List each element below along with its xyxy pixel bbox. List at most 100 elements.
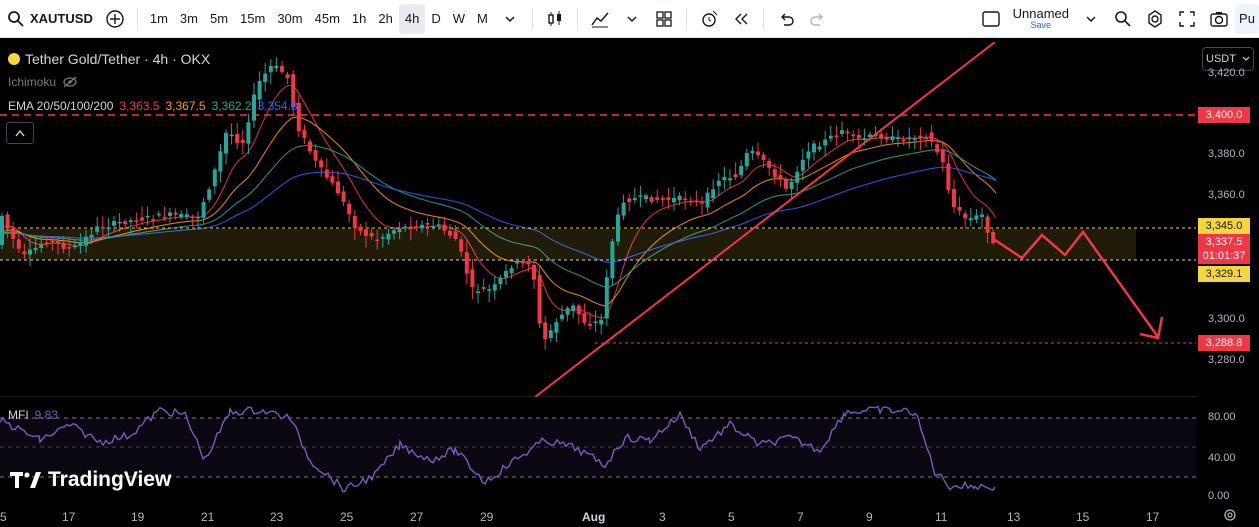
candle-body (352, 215, 357, 229)
candle-body (296, 102, 301, 132)
candle-body (436, 224, 441, 226)
interval-1m[interactable]: 1m (149, 11, 168, 26)
projection-path[interactable] (994, 229, 1160, 338)
price-tick: 3,360.0 (1208, 189, 1245, 201)
interval-1h[interactable]: 1h (351, 11, 367, 26)
time-tick: 21 (201, 510, 215, 524)
interval-dropdown[interactable] (494, 4, 526, 34)
mfi-pane[interactable] (0, 398, 1196, 506)
interval-15m[interactable]: 15m (240, 11, 266, 26)
candle-body (616, 214, 620, 242)
mfi-tick: 40.00 (1208, 452, 1236, 464)
candle-body (201, 202, 206, 218)
candle-body (974, 215, 979, 220)
candle-body (532, 264, 536, 280)
settings-button[interactable] (1139, 4, 1171, 34)
candle-body (890, 136, 895, 141)
interval-W[interactable]: W (452, 11, 465, 26)
interval-30m[interactable]: 30m (277, 11, 303, 26)
candle-body (134, 220, 139, 222)
interval-45m[interactable]: 45m (314, 11, 340, 26)
compare-button[interactable] (99, 4, 131, 34)
candle-body (868, 134, 872, 138)
ema-legend[interactable]: EMA 20/50/100/200 3,363.5 3,367.5 3,362.… (8, 99, 298, 113)
time-tick: 29 (480, 510, 494, 524)
ichimoku-legend[interactable]: Ichimoku (8, 75, 78, 89)
trendline[interactable] (534, 42, 996, 397)
candle-body (470, 269, 475, 288)
chart-settings-gear[interactable] (1223, 508, 1237, 525)
redo-button[interactable] (802, 4, 834, 34)
candle-body (397, 229, 402, 232)
snapshot-button[interactable] (1203, 4, 1235, 34)
interval-5m[interactable]: 5m (209, 11, 229, 26)
tradingview-logo: TradingView (10, 468, 171, 492)
candle-body (610, 241, 615, 279)
candle-body (543, 322, 548, 340)
currency-selector[interactable]: USDT (1202, 47, 1254, 71)
alert-button[interactable] (693, 4, 725, 34)
quick-search-button[interactable] (1107, 4, 1139, 34)
candle-body (739, 165, 744, 176)
time-tick: 9 (866, 510, 873, 524)
time-tick: 3 (659, 510, 666, 524)
candle-body (196, 216, 200, 219)
grid-icon (656, 10, 672, 27)
mfi-value: 9.83 (34, 408, 59, 422)
symbol-search[interactable]: XAUTUSD (0, 4, 99, 34)
layout-name[interactable]: Unnamed Save (1007, 4, 1075, 34)
chart-type-button[interactable] (539, 4, 571, 34)
save-link[interactable]: Save (1030, 19, 1052, 30)
interval-M[interactable]: M (477, 11, 488, 26)
interval-3m[interactable]: 3m (179, 11, 198, 26)
projection-arrow-head[interactable] (1139, 316, 1164, 340)
candle-body (179, 213, 184, 218)
candle-body (112, 221, 116, 226)
candle-body (901, 139, 906, 142)
undo-button[interactable] (770, 4, 802, 34)
support-zone[interactable] (0, 229, 1136, 260)
price-tick: 3,420.0 (1208, 67, 1245, 79)
layout-dropdown[interactable] (1075, 4, 1107, 34)
candle-body (84, 236, 88, 246)
candle-body (744, 153, 749, 167)
publish-button[interactable]: Pu (1235, 3, 1259, 34)
time-axis[interactable]: 5 17 19 21 23 25 27 29 Aug 3 5 7 9 11 13 15 17 (0, 506, 1196, 527)
candle-body (252, 94, 256, 121)
candle-body (128, 220, 133, 223)
candle-body (912, 138, 917, 140)
indicators-dropdown[interactable] (616, 4, 648, 34)
candle-body (184, 214, 189, 217)
interval-D[interactable]: D (431, 11, 441, 26)
candle-body (840, 130, 844, 134)
candle-body (554, 322, 559, 333)
indicators-button[interactable] (584, 4, 616, 34)
candle-body (106, 227, 111, 230)
templates-button[interactable] (648, 4, 680, 34)
time-tick: Aug (582, 510, 606, 524)
replay-icon (734, 13, 748, 24)
candle-body (576, 305, 581, 315)
candle-body (711, 189, 716, 199)
time-tick: 23 (270, 510, 284, 524)
candle-body (235, 133, 240, 144)
chart-legend-title[interactable]: Tether Gold/Tether · 4h · OKX (8, 51, 210, 67)
ema-100-value: 3,362.2 (211, 99, 252, 113)
candle-body (588, 323, 592, 326)
symbol-title: Tether Gold/Tether · 4h · OKX (25, 51, 211, 67)
candle-body (95, 226, 100, 232)
candle-body (879, 133, 884, 139)
collapse-legend-button[interactable] (6, 122, 34, 144)
candle-body (274, 65, 279, 69)
layout-button[interactable] (975, 4, 1007, 34)
candle-body (845, 131, 850, 134)
mfi-legend[interactable]: MFI 9.83 (8, 408, 58, 422)
candle-body (649, 197, 654, 202)
interval-4h[interactable]: 4h (398, 3, 426, 34)
replay-button[interactable] (725, 4, 757, 34)
candle-body (380, 237, 385, 239)
interval-2h[interactable]: 2h (378, 11, 393, 26)
price-chart[interactable] (0, 42, 1196, 397)
eye-off-icon[interactable] (62, 76, 78, 88)
fullscreen-button[interactable] (1171, 4, 1203, 34)
